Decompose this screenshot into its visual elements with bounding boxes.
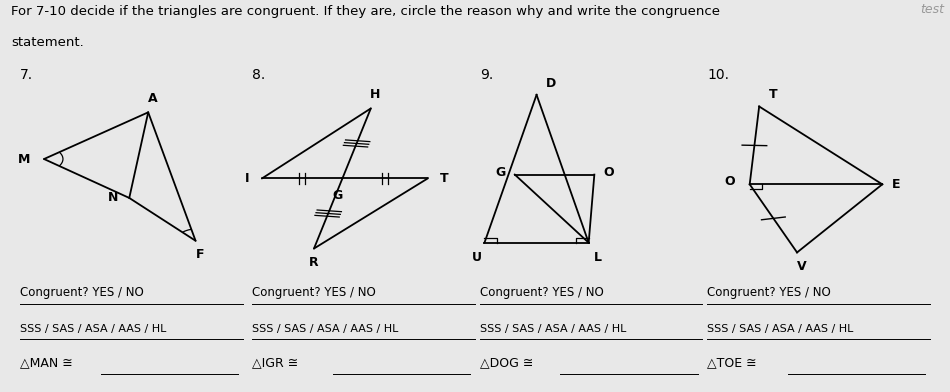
Text: SSS / SAS / ASA / AAS / HL: SSS / SAS / ASA / AAS / HL xyxy=(707,324,853,334)
Text: U: U xyxy=(472,251,482,264)
Text: T: T xyxy=(769,88,777,101)
Text: O: O xyxy=(604,166,615,179)
Text: 10.: 10. xyxy=(707,67,729,82)
Text: Congruent? YES / NO: Congruent? YES / NO xyxy=(253,286,376,299)
Text: V: V xyxy=(797,260,807,273)
Text: △IGR ≅: △IGR ≅ xyxy=(253,356,298,369)
Text: I: I xyxy=(245,172,250,185)
Text: N: N xyxy=(107,191,118,205)
Text: Congruent? YES / NO: Congruent? YES / NO xyxy=(707,286,831,299)
Text: T: T xyxy=(440,172,448,185)
Text: F: F xyxy=(196,248,204,261)
Text: Congruent? YES / NO: Congruent? YES / NO xyxy=(480,286,603,299)
Text: L: L xyxy=(595,251,602,264)
Text: △MAN ≅: △MAN ≅ xyxy=(20,356,73,369)
Text: A: A xyxy=(148,92,158,105)
Text: G: G xyxy=(495,166,505,179)
Text: SSS / SAS / ASA / AAS / HL: SSS / SAS / ASA / AAS / HL xyxy=(253,324,399,334)
Text: D: D xyxy=(546,77,557,90)
Text: M: M xyxy=(17,152,29,165)
Text: statement.: statement. xyxy=(10,36,84,49)
Text: For 7-10 decide if the triangles are congruent. If they are, circle the reason w: For 7-10 decide if the triangles are con… xyxy=(10,5,720,18)
Text: SSS / SAS / ASA / AAS / HL: SSS / SAS / ASA / AAS / HL xyxy=(20,324,166,334)
Text: O: O xyxy=(725,175,735,188)
Text: 8.: 8. xyxy=(253,67,266,82)
Text: H: H xyxy=(370,89,381,102)
Text: 7.: 7. xyxy=(20,67,33,82)
Text: △DOG ≅: △DOG ≅ xyxy=(480,356,533,369)
Text: G: G xyxy=(332,189,343,202)
Text: R: R xyxy=(309,256,319,269)
Text: E: E xyxy=(892,178,901,191)
Text: 9.: 9. xyxy=(480,67,493,82)
Text: △TOE ≅: △TOE ≅ xyxy=(707,356,757,369)
Text: Congruent? YES / NO: Congruent? YES / NO xyxy=(20,286,144,299)
Text: test: test xyxy=(920,4,944,16)
Text: SSS / SAS / ASA / AAS / HL: SSS / SAS / ASA / AAS / HL xyxy=(480,324,626,334)
